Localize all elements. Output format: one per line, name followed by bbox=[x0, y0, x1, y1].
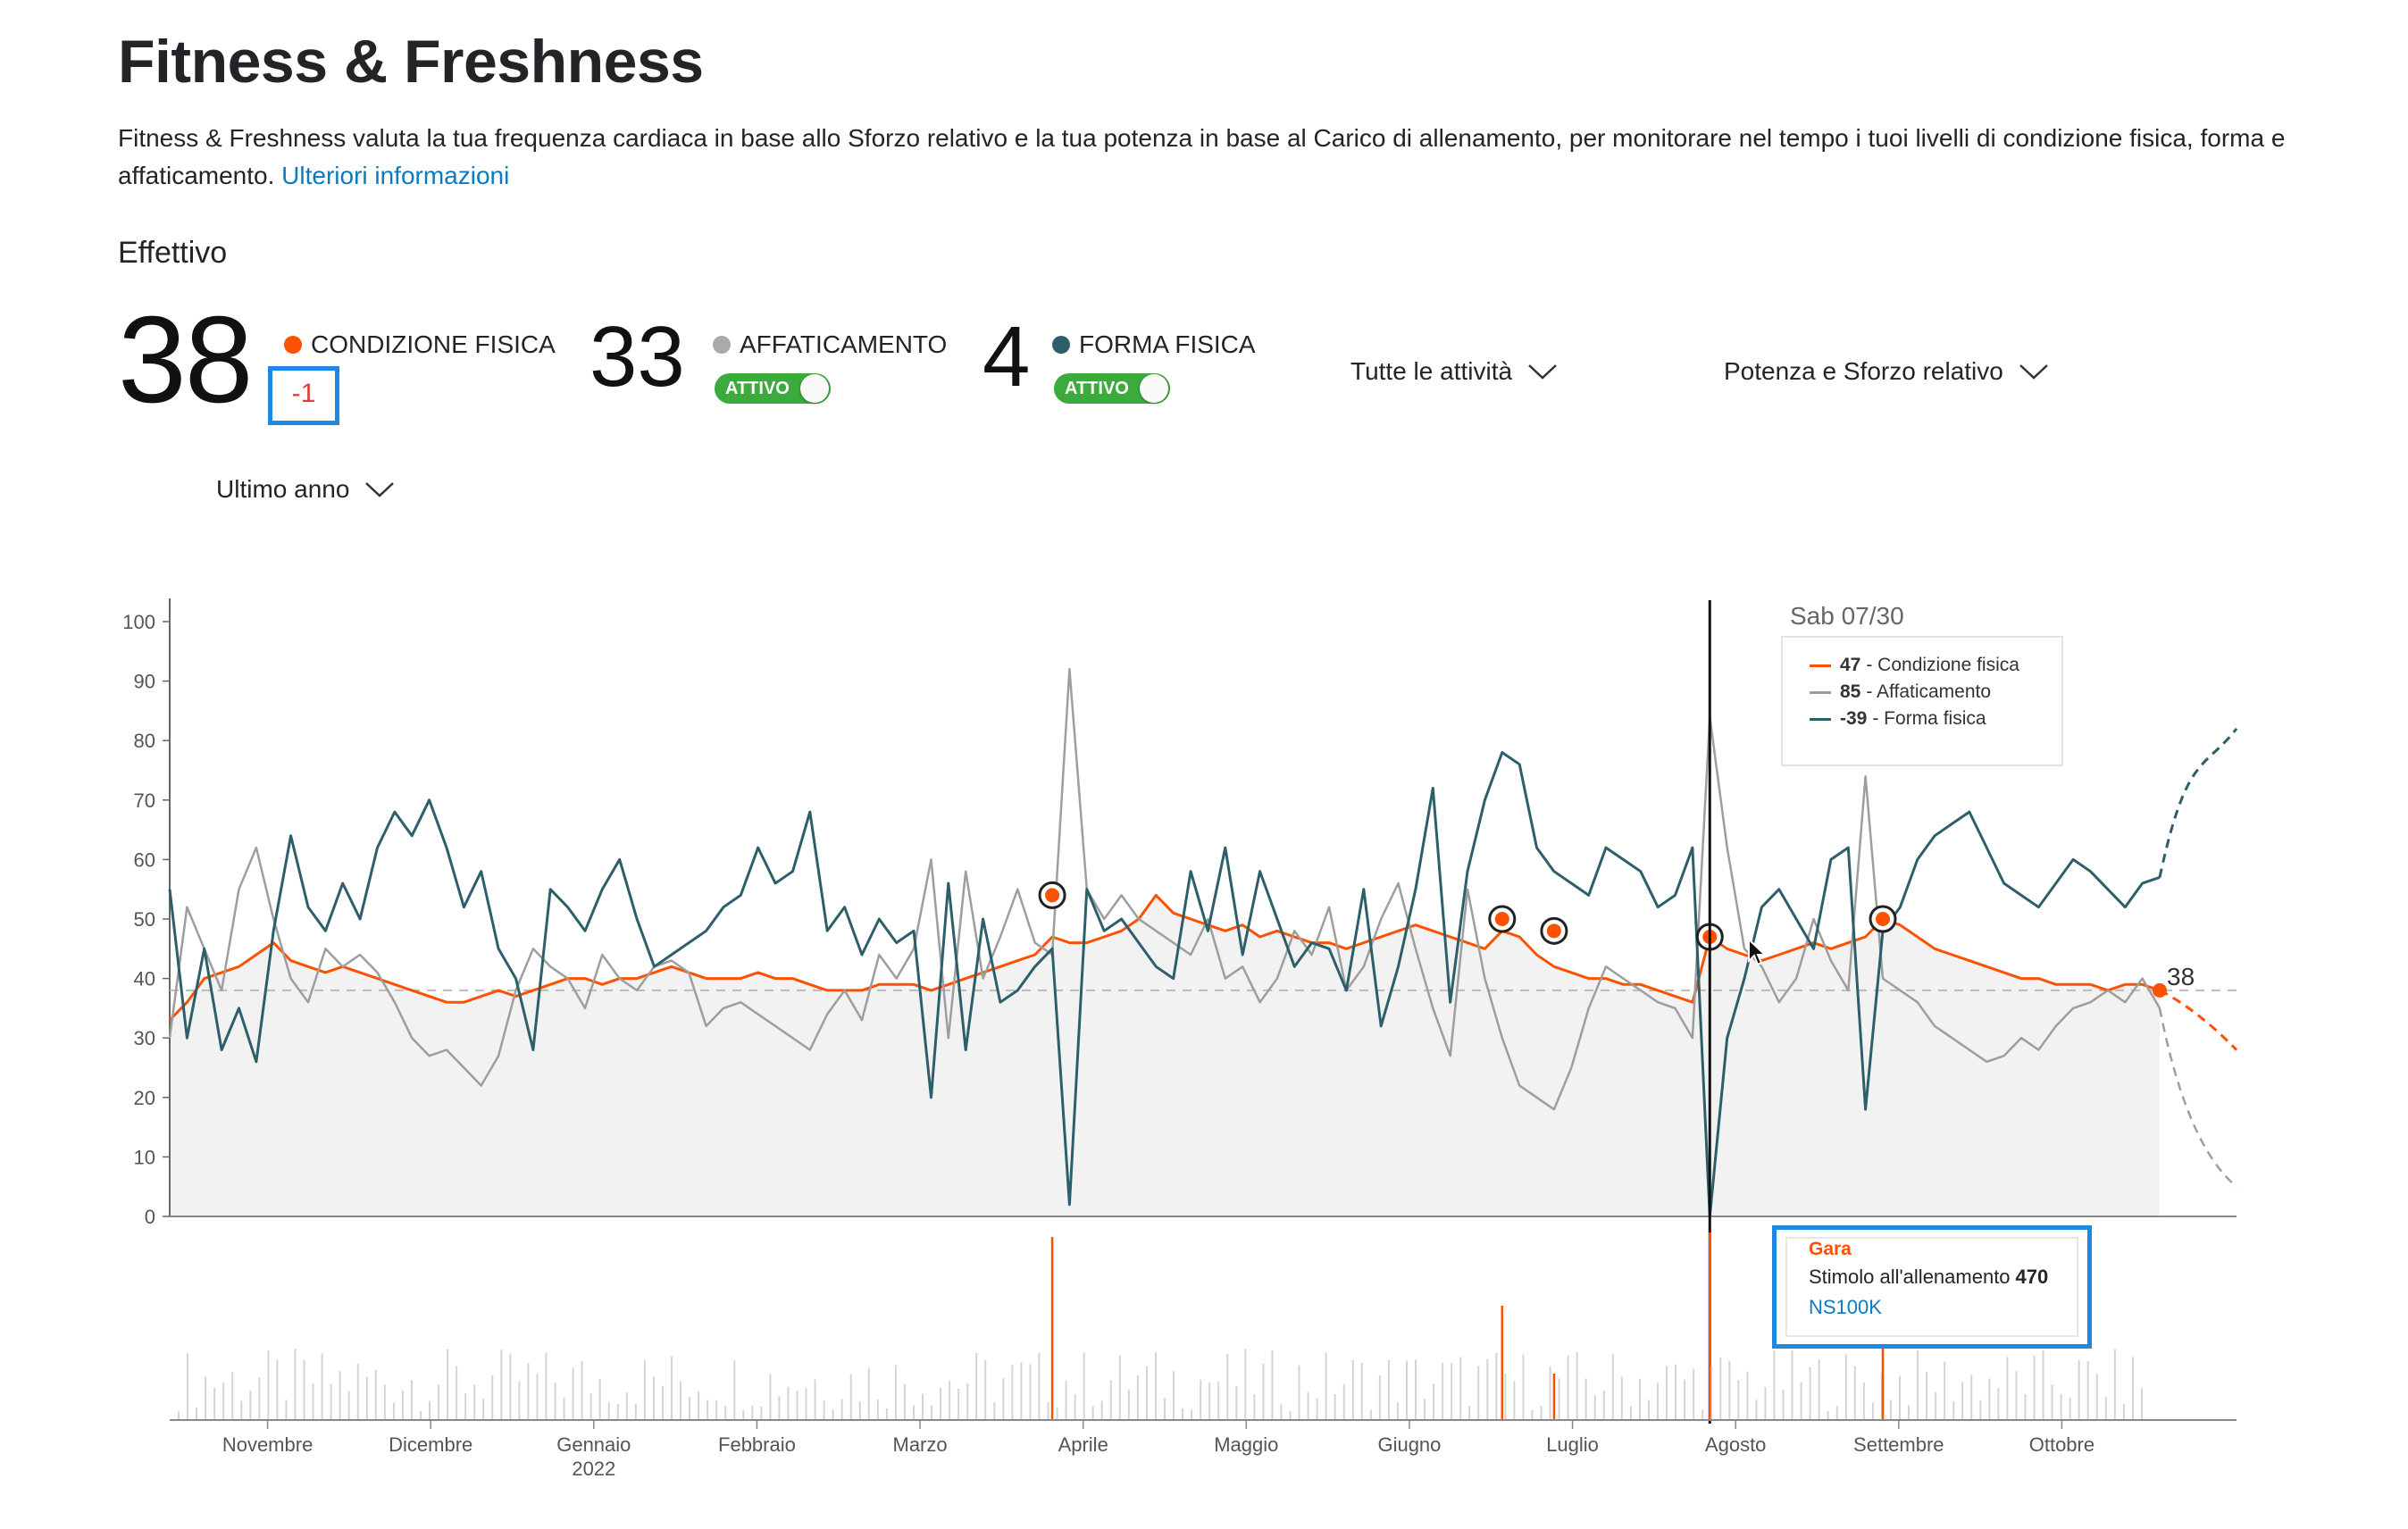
race-activity-link[interactable]: NS100K bbox=[1809, 1296, 1882, 1318]
tooltip-form-value: -39 bbox=[1840, 708, 1868, 729]
month-label: Ottobre bbox=[2029, 1433, 2094, 1456]
metric-filter-dropdown[interactable]: Potenza e Sforzo relativo bbox=[1724, 357, 2050, 386]
current-fitness-point bbox=[2153, 982, 2167, 998]
fitness-area bbox=[170, 895, 2160, 1216]
metric-filter-label: Potenza e Sforzo relativo bbox=[1724, 357, 2003, 385]
month-label: Luglio bbox=[1546, 1433, 1599, 1456]
y-tick-label: 20 bbox=[134, 1087, 155, 1109]
page-title: Fitness & Freshness bbox=[118, 28, 704, 96]
race-popup-inner-border bbox=[1785, 1237, 2078, 1337]
form-toggle-label: ATTIVO bbox=[1065, 379, 1129, 398]
form-label: FORMA FISICA bbox=[1052, 330, 1256, 359]
fatigue-value: 33 bbox=[589, 309, 685, 405]
tooltip-row-fatigue: 85 - Affaticamento bbox=[1810, 679, 2061, 706]
fatigue-label: AFFATICAMENTO bbox=[713, 330, 947, 359]
fatigue-dot-icon bbox=[713, 336, 731, 354]
y-tick-label: 50 bbox=[134, 908, 155, 931]
race-marker-dot bbox=[1546, 923, 1561, 939]
toggle-knob bbox=[800, 374, 829, 403]
current-fitness-label: 38 bbox=[2167, 963, 2195, 990]
month-label: Giugno bbox=[1377, 1433, 1441, 1456]
race-marker-dot bbox=[1876, 912, 1891, 926]
fitness-projection-line bbox=[2159, 989, 2238, 1051]
y-tick-label: 70 bbox=[134, 790, 155, 812]
tooltip-row-fitness: 47 - Condizione fisica bbox=[1810, 652, 2061, 679]
month-label: Dicembre bbox=[389, 1433, 472, 1456]
month-label: Marzo bbox=[893, 1433, 948, 1456]
tooltip-form-label: - Forma fisica bbox=[1872, 708, 1986, 729]
year-label: 2022 bbox=[572, 1458, 615, 1480]
chevron-down-icon bbox=[1528, 364, 1557, 380]
form-projection-line bbox=[2158, 727, 2238, 878]
form-label-text: FORMA FISICA bbox=[1079, 330, 1256, 358]
fitness-swatch-icon bbox=[1810, 664, 1831, 667]
race-marker-dot bbox=[1045, 888, 1060, 903]
fitness-value: 38 bbox=[118, 291, 253, 429]
y-tick-label: 90 bbox=[134, 671, 155, 693]
y-tick-label: 10 bbox=[134, 1146, 155, 1168]
page-description: Fitness & Freshness valuta la tua freque… bbox=[118, 120, 2315, 195]
fitness-label-text: CONDIZIONE FISICA bbox=[311, 330, 556, 358]
fitness-delta-badge: -1 bbox=[268, 366, 339, 425]
range-filter-label: Ultimo anno bbox=[216, 475, 350, 503]
y-tick-label: 30 bbox=[134, 1027, 155, 1049]
race-stimulus: Stimolo all'allenamento 470 bbox=[1809, 1266, 2087, 1289]
y-tick-label: 0 bbox=[145, 1206, 155, 1228]
chevron-down-icon bbox=[365, 482, 395, 497]
y-tick-label: 80 bbox=[134, 730, 155, 752]
section-label: Effettivo bbox=[118, 236, 228, 270]
fatigue-swatch-icon bbox=[1810, 690, 1831, 694]
month-label: Agosto bbox=[1705, 1433, 1767, 1456]
tooltip-fatigue-label: - Affaticamento bbox=[1866, 681, 1992, 702]
more-info-link[interactable]: Ulteriori informazioni bbox=[281, 162, 510, 189]
fatigue-toggle-label: ATTIVO bbox=[725, 379, 790, 398]
form-swatch-icon bbox=[1810, 717, 1831, 721]
range-filter-dropdown[interactable]: Ultimo anno bbox=[216, 475, 396, 504]
race-marker-dot bbox=[1494, 912, 1509, 926]
form-value: 4 bbox=[982, 309, 1031, 405]
fatigue-projection-line bbox=[2158, 1007, 2237, 1188]
race-stimulus-value: 470 bbox=[2015, 1266, 2049, 1288]
race-popup[interactable]: Gara Stimolo all'allenamento 470 NS100K bbox=[1772, 1225, 2092, 1349]
form-toggle[interactable]: ATTIVO bbox=[1054, 373, 1170, 404]
activity-filter-dropdown[interactable]: Tutte le attività bbox=[1350, 357, 1559, 386]
fatigue-label-text: AFFATICAMENTO bbox=[740, 330, 948, 358]
y-tick-label: 100 bbox=[122, 611, 155, 633]
month-label: Febbraio bbox=[718, 1433, 796, 1456]
tooltip-row-form: -39 - Forma fisica bbox=[1810, 706, 2061, 732]
race-type-label: Gara bbox=[1809, 1239, 1852, 1259]
month-label: Maggio bbox=[1214, 1433, 1278, 1456]
series-line-fatigue bbox=[168, 668, 2161, 1111]
month-label: Novembre bbox=[222, 1433, 313, 1456]
tooltip-fatigue-value: 85 bbox=[1840, 681, 1861, 702]
tooltip-fitness-label: - Condizione fisica bbox=[1866, 655, 2019, 675]
month-label: Gennaio bbox=[556, 1433, 631, 1456]
fatigue-toggle[interactable]: ATTIVO bbox=[715, 373, 831, 404]
y-tick-label: 40 bbox=[134, 968, 155, 990]
tooltip-fitness-value: 47 bbox=[1840, 655, 1861, 675]
tooltip-date: Sab 07/30 bbox=[1790, 602, 1904, 630]
mouse-cursor-icon bbox=[1748, 938, 1768, 966]
series-line-fitness bbox=[168, 893, 2161, 1022]
chevron-down-icon bbox=[2019, 364, 2048, 380]
toggle-knob bbox=[1140, 374, 1168, 403]
description-text: Fitness & Freshness valuta la tua freque… bbox=[118, 124, 2286, 189]
chart-tooltip: 47 - Condizione fisica 85 - Affaticament… bbox=[1781, 636, 2063, 766]
y-tick-label: 60 bbox=[134, 848, 155, 871]
series-line-form bbox=[168, 751, 2161, 1218]
activity-filter-label: Tutte le attività bbox=[1350, 357, 1513, 385]
fitness-label: CONDIZIONE FISICA bbox=[284, 330, 556, 359]
race-stimulus-label: Stimolo all'allenamento bbox=[1809, 1266, 2011, 1288]
form-dot-icon bbox=[1052, 336, 1070, 354]
month-label: Aprile bbox=[1058, 1433, 1108, 1456]
month-label: Settembre bbox=[1853, 1433, 1944, 1456]
fitness-dot-icon bbox=[284, 336, 302, 354]
